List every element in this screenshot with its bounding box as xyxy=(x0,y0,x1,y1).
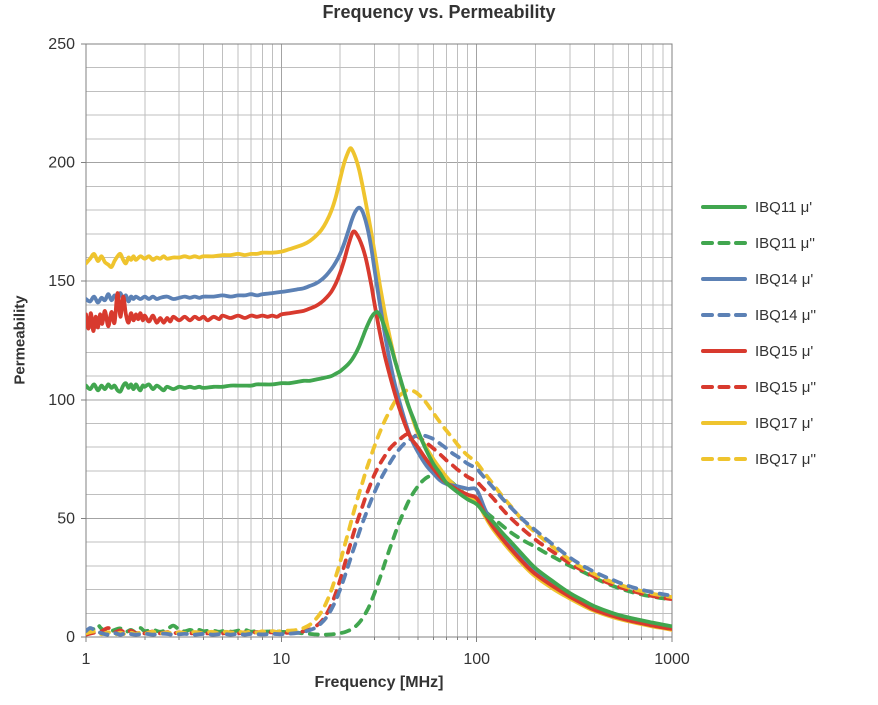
legend-swatch xyxy=(701,349,747,353)
x-tick-label: 1 xyxy=(82,651,91,668)
tick-marks xyxy=(81,43,673,642)
y-tick-label: 200 xyxy=(48,155,75,172)
x-tick-label: 10 xyxy=(272,651,290,668)
x-tick-label: 100 xyxy=(463,651,490,668)
legend-item-ibq14-mu-doubleprime: IBQ14 μ'' xyxy=(700,304,874,326)
curves xyxy=(86,146,672,637)
legend-label: IBQ17 μ'' xyxy=(755,450,817,468)
legend-swatch xyxy=(701,385,747,389)
legend-swatch xyxy=(701,277,747,281)
curve-3 xyxy=(86,433,672,637)
legend-swatch xyxy=(701,205,747,209)
plot-border xyxy=(85,43,673,638)
legend-label: IBQ17 μ' xyxy=(755,414,814,432)
legend-label: IBQ11 μ'' xyxy=(755,234,815,252)
tick-labels: 0 50 100 150 200 250 1 10 100 1000 xyxy=(48,36,690,668)
curve-1 xyxy=(86,472,672,637)
legend-item-ibq17-mu-doubleprime: IBQ17 μ'' xyxy=(700,448,874,470)
curve-0 xyxy=(86,310,672,629)
y-tick-label: 250 xyxy=(48,36,75,53)
legend-swatch xyxy=(701,241,747,245)
legend-label: IBQ11 μ' xyxy=(755,198,813,216)
legend: IBQ11 μ' IBQ11 μ'' IBQ14 μ' IBQ14 μ'' IB… xyxy=(700,196,874,470)
y-tick-label: 100 xyxy=(48,392,75,409)
y-tick-label: 150 xyxy=(48,273,75,290)
legend-item-ibq14-mu-prime: IBQ14 μ' xyxy=(700,268,874,290)
legend-item-ibq15-mu-prime: IBQ15 μ' xyxy=(700,340,874,362)
legend-swatch xyxy=(701,421,747,425)
y-tick-label: 0 xyxy=(66,629,75,646)
legend-label: IBQ15 μ' xyxy=(755,342,814,360)
x-axis-title: Frequency [MHz] xyxy=(314,674,444,691)
y-axis-title: Permeability xyxy=(11,295,29,385)
legend-item-ibq15-mu-doubleprime: IBQ15 μ'' xyxy=(700,376,874,398)
x-tick-label: 1000 xyxy=(654,651,690,668)
legend-item-ibq17-mu-prime: IBQ17 μ' xyxy=(700,412,874,434)
gridlines xyxy=(86,43,672,637)
curve-7 xyxy=(86,388,672,637)
legend-label: IBQ14 μ' xyxy=(755,270,814,288)
y-tick-label: 50 xyxy=(57,510,75,527)
chart-title: Frequency vs. Permeability xyxy=(322,2,556,22)
legend-label: IBQ14 μ'' xyxy=(755,306,817,324)
curve-2 xyxy=(86,205,672,629)
legend-item-ibq11-mu-prime: IBQ11 μ' xyxy=(700,196,874,218)
curve-4 xyxy=(86,229,672,631)
legend-swatch xyxy=(701,457,747,461)
legend-label: IBQ15 μ'' xyxy=(755,378,817,396)
legend-item-ibq11-mu-doubleprime: IBQ11 μ'' xyxy=(700,232,874,254)
legend-swatch xyxy=(701,313,747,317)
